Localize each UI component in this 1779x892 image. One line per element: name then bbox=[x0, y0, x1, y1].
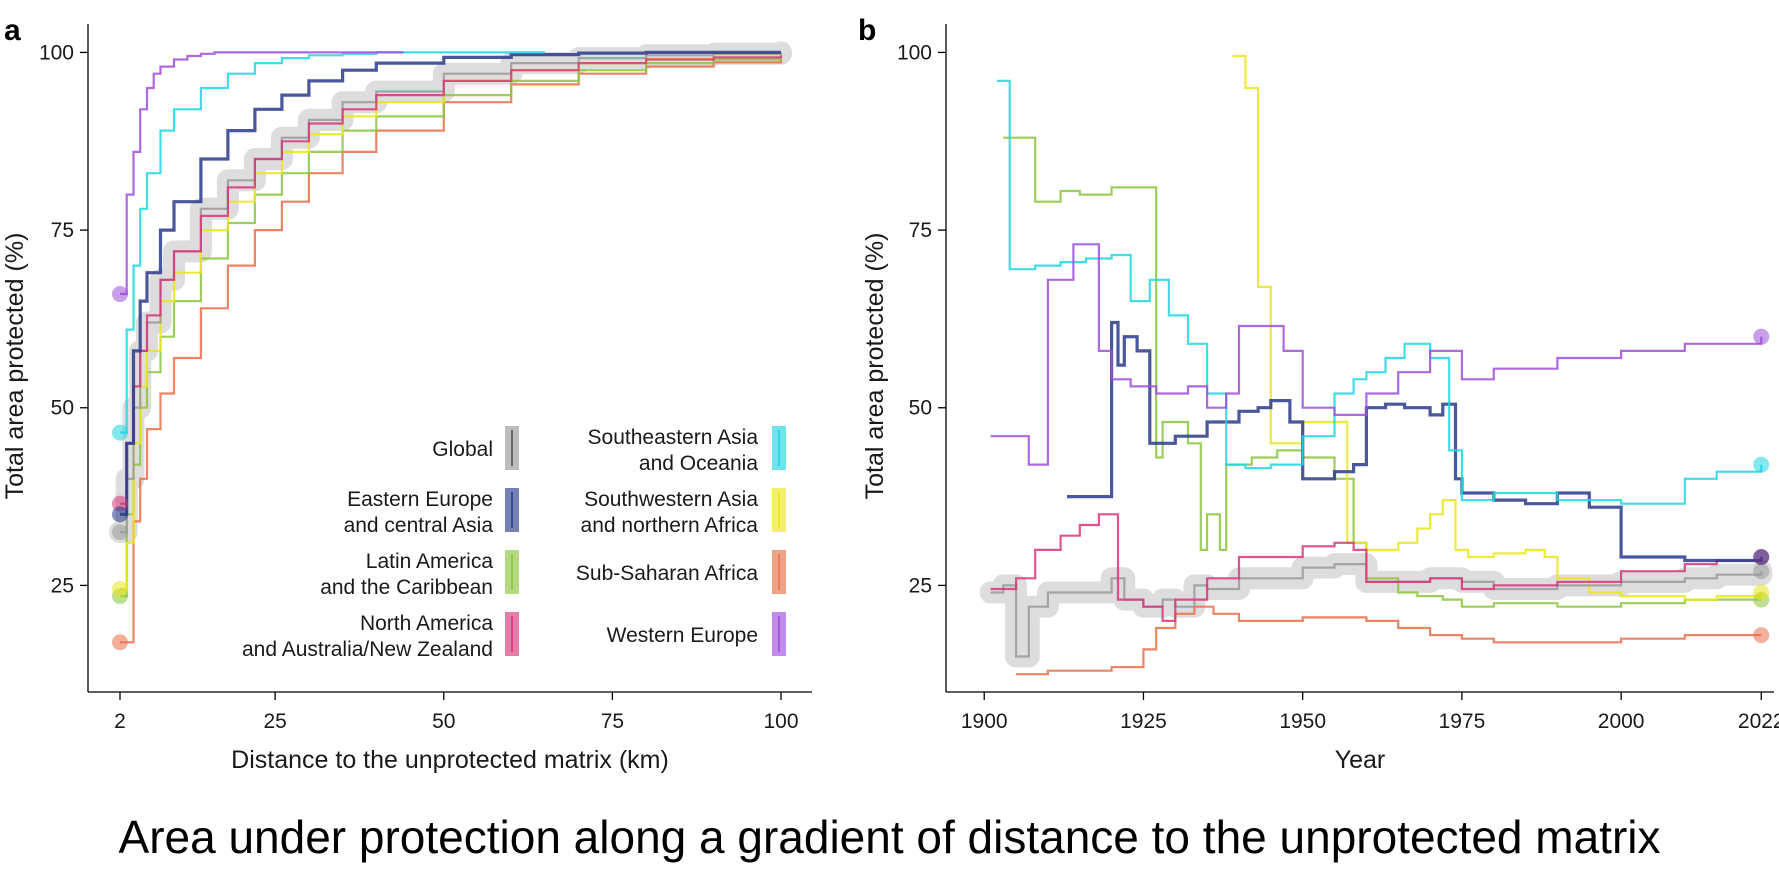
panel-a: a 2 25 50 75 100 25 50 75 100 Distance to the u… bbox=[1, 14, 812, 774]
series-line-lac bbox=[1003, 136, 1762, 608]
series-marker-eeca bbox=[112, 506, 128, 523]
series-line-ssa bbox=[1016, 605, 1762, 676]
panel-a-x-axis-label: Distance to the unprotected matrix (km) bbox=[231, 746, 669, 774]
legend-item-eeca: Eastern Europe and central Asia bbox=[344, 488, 519, 537]
panel-b-y-axis-label: Total area protected (%) bbox=[861, 233, 889, 500]
legend-label: Southwestern Asia and northern Africa bbox=[581, 488, 759, 537]
series-marker-global bbox=[1753, 563, 1770, 580]
series-line-nanz bbox=[990, 513, 1763, 622]
legend-item-seao: Southeastern Asia and Oceania bbox=[588, 426, 786, 475]
series-line-nanz bbox=[120, 55, 783, 505]
y-tick-label: 25 bbox=[51, 574, 74, 597]
x-tick-label: 25 bbox=[263, 710, 286, 733]
legend-item-ssa: Sub-Saharan Africa bbox=[576, 550, 786, 594]
x-tick-label: 2000 bbox=[1598, 710, 1645, 733]
panel-b-x-ticks: 1900 1925 1950 1975 2000 2022 bbox=[961, 692, 1779, 733]
series-line-seao bbox=[997, 79, 1763, 505]
panel-a-legend: Global Eastern Europe and central Asia Lati… bbox=[242, 426, 786, 661]
y-tick-label: 100 bbox=[39, 41, 74, 64]
series-marker-ssa bbox=[112, 634, 128, 651]
x-tick-label: 50 bbox=[432, 710, 455, 733]
legend-label: Western Europe bbox=[607, 624, 758, 647]
series-line-weu bbox=[120, 51, 404, 296]
legend-item-global: Global bbox=[432, 426, 519, 470]
series-marker-eeca bbox=[1753, 548, 1770, 565]
legend-item-nanz: North America and Australia/New Zealand bbox=[242, 612, 519, 661]
series-line-eeca bbox=[1067, 320, 1763, 563]
x-tick-label: 1975 bbox=[1439, 710, 1486, 733]
x-tick-label: 1900 bbox=[961, 710, 1008, 733]
y-tick-label: 25 bbox=[909, 574, 932, 597]
legend-label: North America and Australia/New Zealand bbox=[242, 612, 493, 661]
series-marker-global bbox=[112, 524, 128, 541]
panel-a-x-ticks: 2 25 50 75 100 bbox=[114, 692, 799, 733]
series-marker-seao bbox=[112, 424, 128, 441]
figure-caption: Area under protection along a gradient o… bbox=[118, 811, 1661, 863]
x-tick-label: 1925 bbox=[1120, 710, 1167, 733]
series-marker-weu bbox=[112, 286, 128, 303]
series-marker-seao bbox=[1753, 456, 1770, 473]
x-tick-label: 100 bbox=[763, 710, 798, 733]
panel-label-b: b bbox=[858, 14, 876, 47]
series-marker-swna bbox=[1753, 584, 1770, 601]
x-tick-label: 1950 bbox=[1279, 710, 1326, 733]
y-tick-label: 75 bbox=[51, 219, 74, 242]
x-tick-label: 2022 bbox=[1738, 710, 1779, 733]
legend-label: Eastern Europe and central Asia bbox=[344, 488, 494, 537]
legend-label: Sub-Saharan Africa bbox=[576, 562, 758, 585]
x-tick-label: 75 bbox=[601, 710, 624, 733]
series-line-seao bbox=[120, 51, 545, 434]
series-line-eeca bbox=[120, 50, 781, 516]
y-tick-label: 75 bbox=[909, 219, 932, 242]
series-line-lac bbox=[120, 57, 783, 598]
panel-a-y-ticks: 25 50 75 100 bbox=[39, 41, 88, 597]
y-tick-label: 50 bbox=[909, 397, 932, 420]
x-tick-label: 2 bbox=[114, 710, 126, 733]
series-line-swna bbox=[1232, 54, 1763, 601]
panel-label-a: a bbox=[4, 14, 21, 47]
panel-a-y-axis-label: Total area protected (%) bbox=[1, 233, 29, 500]
panel-b: b 1900 1925 1950 1975 2000 2022 25 50 75 100 Yea… bbox=[858, 14, 1779, 774]
legend-item-swna: Southwestern Asia and northern Africa bbox=[581, 488, 786, 537]
series-line-global bbox=[990, 563, 1763, 658]
panel-a-series bbox=[109, 41, 792, 651]
series-marker-swna bbox=[112, 580, 128, 597]
legend-item-lac: Latin America and the Caribbean bbox=[320, 550, 519, 599]
y-tick-label: 100 bbox=[897, 41, 932, 64]
series-line-weu bbox=[990, 243, 1763, 466]
y-tick-label: 50 bbox=[51, 397, 74, 420]
panel-b-series bbox=[979, 54, 1773, 676]
panel-b-x-axis-label: Year bbox=[1335, 746, 1386, 774]
legend-label: Southeastern Asia and Oceania bbox=[588, 426, 759, 475]
series-marker-ssa bbox=[1753, 627, 1770, 644]
panel-b-y-ticks: 25 50 75 100 bbox=[897, 41, 946, 597]
legend-label: Latin America and the Caribbean bbox=[320, 550, 493, 599]
legend-item-weu: Western Europe bbox=[607, 612, 786, 656]
series-marker-weu bbox=[1753, 328, 1770, 345]
legend-label: Global bbox=[432, 438, 493, 461]
